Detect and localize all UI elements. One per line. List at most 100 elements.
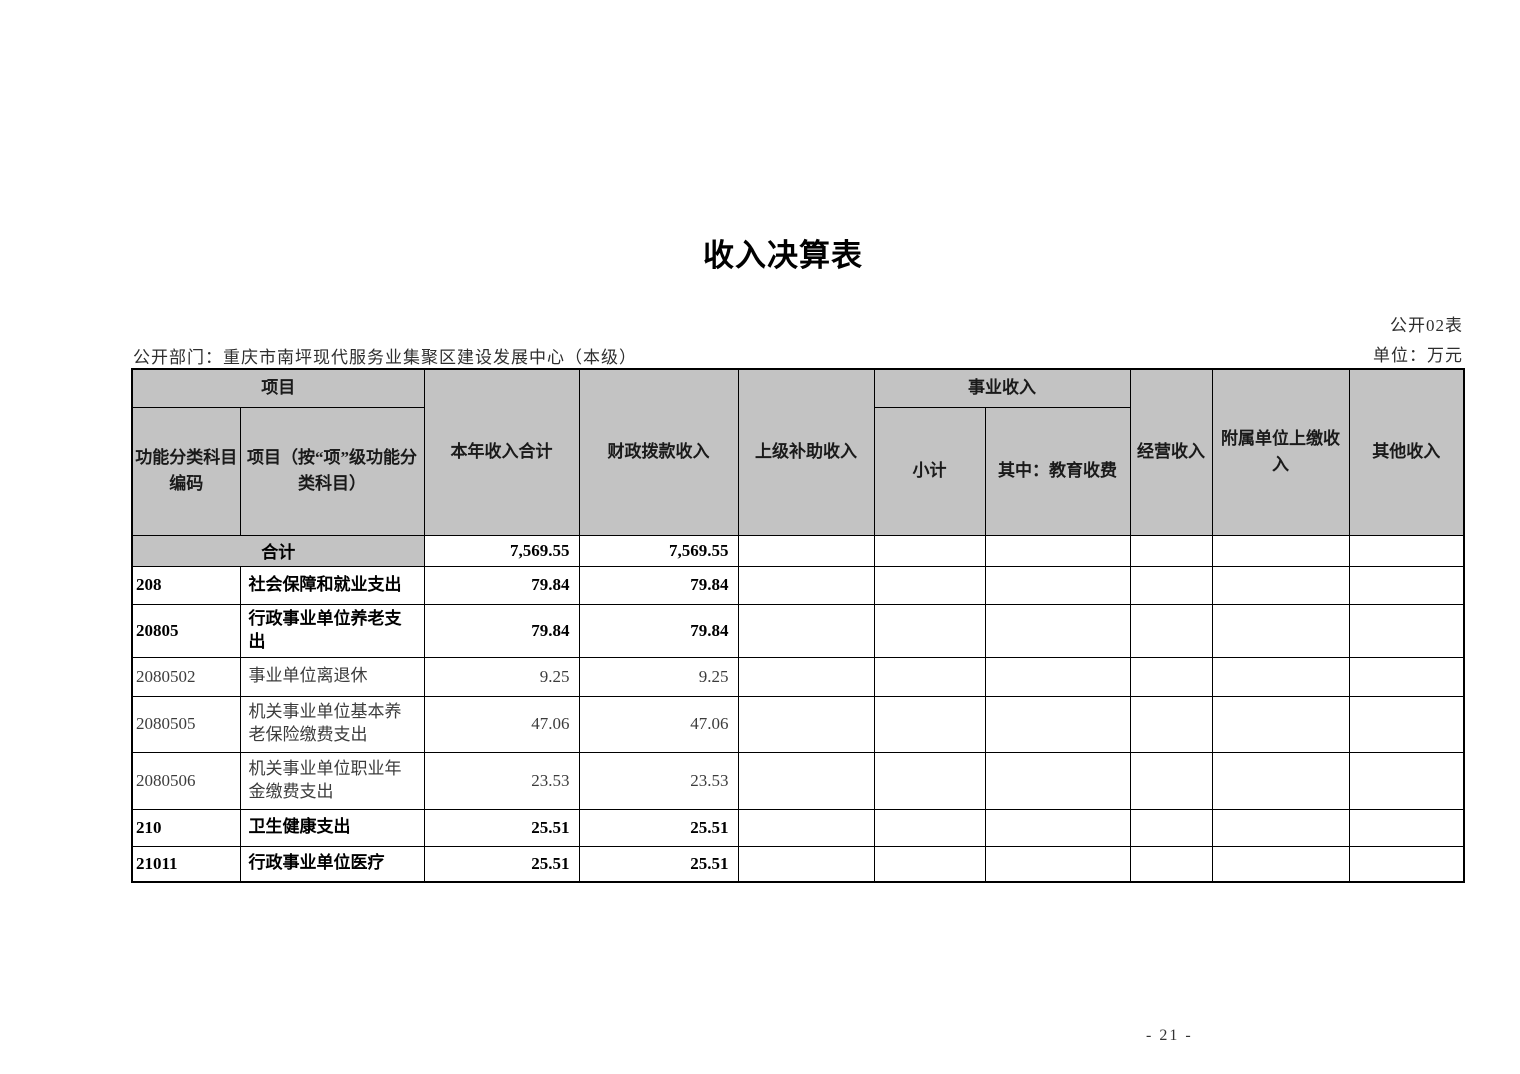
empty-cell bbox=[1129, 845, 1213, 883]
table-row: 210 卫生健康支出 25.51 25.51 bbox=[131, 808, 1465, 847]
empty-cell bbox=[984, 565, 1131, 605]
empty-cell bbox=[984, 603, 1131, 658]
header-year-total: 本年收入合计 bbox=[423, 368, 580, 536]
year-total-cell: 47.06 bbox=[423, 695, 580, 753]
header-other-income: 其他收入 bbox=[1348, 368, 1465, 536]
header-fiscal-allocation: 财政拨款收入 bbox=[578, 368, 739, 536]
empty-cell bbox=[1211, 656, 1350, 697]
empty-cell bbox=[1348, 656, 1465, 697]
unit-label: 单位：万元 bbox=[1373, 346, 1463, 365]
header-item: 项目（按“项”级功能分类科目） bbox=[239, 406, 425, 536]
empty-cell bbox=[1348, 565, 1465, 605]
empty-cell bbox=[1211, 534, 1350, 567]
empty-cell bbox=[984, 695, 1131, 753]
total-fiscal-cell: 7,569.55 bbox=[578, 534, 739, 567]
empty-cell bbox=[984, 534, 1131, 567]
empty-cell bbox=[984, 751, 1131, 810]
empty-cell bbox=[873, 695, 986, 753]
empty-cell bbox=[1348, 534, 1465, 567]
table-row: 21011 行政事业单位医疗 25.51 25.51 bbox=[131, 845, 1465, 883]
code-cell: 2080502 bbox=[131, 656, 241, 697]
table-code-label: 公开02表 bbox=[1390, 316, 1463, 335]
empty-cell bbox=[1211, 565, 1350, 605]
empty-cell bbox=[1211, 695, 1350, 753]
year-total-cell: 23.53 bbox=[423, 751, 580, 810]
year-total-cell: 25.51 bbox=[423, 845, 580, 883]
table-row: 208 社会保障和就业支出 79.84 79.84 bbox=[131, 565, 1465, 605]
header-affiliated-income: 附属单位上缴收入 bbox=[1211, 368, 1350, 536]
header-superior-subsidy: 上级补助收入 bbox=[737, 368, 875, 536]
empty-cell bbox=[984, 845, 1131, 883]
empty-cell bbox=[737, 656, 875, 697]
table-row: 2080505 机关事业单位基本养老保险缴费支出 47.06 47.06 bbox=[131, 695, 1465, 753]
fiscal-cell: 9.25 bbox=[578, 656, 739, 697]
empty-cell bbox=[873, 845, 986, 883]
empty-cell bbox=[873, 751, 986, 810]
fiscal-cell: 79.84 bbox=[578, 565, 739, 605]
header-function-code: 功能分类科目编码 bbox=[131, 406, 241, 536]
year-total-cell: 79.84 bbox=[423, 603, 580, 658]
empty-cell bbox=[873, 656, 986, 697]
code-cell: 20805 bbox=[131, 603, 241, 658]
code-cell: 210 bbox=[131, 808, 241, 847]
income-final-accounts-table: 项目 本年收入合计 财政拨款收入 上级补助收入 事业收入 经营收入 附属单位上缴… bbox=[131, 368, 1465, 883]
empty-cell bbox=[737, 845, 875, 883]
empty-cell bbox=[1348, 845, 1465, 883]
fiscal-cell: 79.84 bbox=[578, 603, 739, 658]
page-title: 收入决算表 bbox=[703, 238, 863, 273]
header-subtotal: 小计 bbox=[873, 406, 986, 536]
header-operating-income: 经营收入 bbox=[1129, 368, 1213, 536]
header-business-income-group: 事业收入 bbox=[873, 368, 1131, 408]
code-cell: 2080506 bbox=[131, 751, 241, 810]
empty-cell bbox=[1348, 808, 1465, 847]
empty-cell bbox=[1348, 751, 1465, 810]
item-cell: 事业单位离退休 bbox=[239, 656, 425, 697]
table-row: 20805 行政事业单位养老支出 79.84 79.84 bbox=[131, 603, 1465, 658]
year-total-cell: 25.51 bbox=[423, 808, 580, 847]
fiscal-cell: 23.53 bbox=[578, 751, 739, 810]
item-cell: 机关事业单位职业年金缴费支出 bbox=[239, 751, 425, 810]
fiscal-cell: 25.51 bbox=[578, 808, 739, 847]
total-year-total-cell: 7,569.55 bbox=[423, 534, 580, 567]
empty-cell bbox=[737, 808, 875, 847]
table-row: 2080502 事业单位离退休 9.25 9.25 bbox=[131, 656, 1465, 697]
total-label: 合计 bbox=[131, 534, 425, 567]
code-cell: 208 bbox=[131, 565, 241, 605]
year-total-cell: 79.84 bbox=[423, 565, 580, 605]
code-cell: 21011 bbox=[131, 845, 241, 883]
empty-cell bbox=[1129, 603, 1213, 658]
header-education-fees: 其中：教育收费 bbox=[984, 406, 1131, 536]
empty-cell bbox=[737, 603, 875, 658]
empty-cell bbox=[1211, 808, 1350, 847]
item-cell: 卫生健康支出 bbox=[239, 808, 425, 847]
fiscal-cell: 47.06 bbox=[578, 695, 739, 753]
empty-cell bbox=[1211, 845, 1350, 883]
table-row: 2080506 机关事业单位职业年金缴费支出 23.53 23.53 bbox=[131, 751, 1465, 810]
empty-cell bbox=[1129, 565, 1213, 605]
fiscal-cell: 25.51 bbox=[578, 845, 739, 883]
item-cell: 行政事业单位养老支出 bbox=[239, 603, 425, 658]
empty-cell bbox=[737, 534, 875, 567]
code-cell: 2080505 bbox=[131, 695, 241, 753]
empty-cell bbox=[873, 534, 986, 567]
empty-cell bbox=[1211, 603, 1350, 658]
page-number: - 21 - bbox=[1146, 1027, 1193, 1044]
item-cell: 社会保障和就业支出 bbox=[239, 565, 425, 605]
empty-cell bbox=[1129, 656, 1213, 697]
year-total-cell: 9.25 bbox=[423, 656, 580, 697]
empty-cell bbox=[1129, 751, 1213, 810]
empty-cell bbox=[873, 603, 986, 658]
empty-cell bbox=[1348, 603, 1465, 658]
header-project-group: 项目 bbox=[131, 368, 425, 408]
item-cell: 机关事业单位基本养老保险缴费支出 bbox=[239, 695, 425, 753]
empty-cell bbox=[984, 656, 1131, 697]
empty-cell bbox=[1129, 808, 1213, 847]
empty-cell bbox=[1129, 534, 1213, 567]
empty-cell bbox=[1129, 695, 1213, 753]
department-label: 公开部门：重庆市南坪现代服务业集聚区建设发展中心（本级） bbox=[133, 348, 637, 367]
empty-cell bbox=[873, 808, 986, 847]
empty-cell bbox=[873, 565, 986, 605]
empty-cell bbox=[1211, 751, 1350, 810]
empty-cell bbox=[737, 751, 875, 810]
empty-cell bbox=[737, 565, 875, 605]
